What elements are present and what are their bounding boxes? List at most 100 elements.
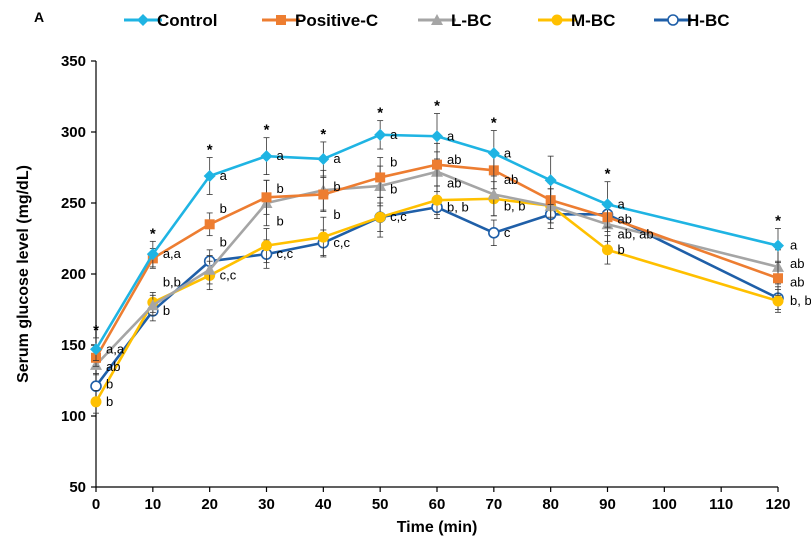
annotation-label: b xyxy=(333,207,340,222)
y-tick-label: 300 xyxy=(61,124,86,141)
legend-marker xyxy=(137,14,149,26)
data-point xyxy=(375,172,386,183)
data-point xyxy=(601,198,614,211)
significance-mark: * xyxy=(93,322,99,339)
annotation-label: a xyxy=(390,127,398,142)
x-ticks: 0 10 20 30 40 50 60 70 80 90 100 110 120 xyxy=(92,487,791,513)
data-point xyxy=(772,239,784,252)
data-point xyxy=(146,299,159,311)
significance-mark: * xyxy=(377,105,383,122)
annotation-label: b xyxy=(106,394,113,409)
x-tick-label: 60 xyxy=(429,496,446,513)
annotation-label: b xyxy=(333,179,340,194)
annotation-label: b xyxy=(277,213,284,228)
x-tick-label: 80 xyxy=(542,496,559,513)
annotation-label: b xyxy=(106,376,113,391)
annotation-label: b xyxy=(390,182,397,197)
significance-mark: * xyxy=(264,122,270,139)
y-axis-label: Serum glucose level (mg/dL) xyxy=(15,165,32,383)
x-tick-label: 110 xyxy=(709,496,733,513)
annotation-label: a xyxy=(618,196,626,211)
data-point xyxy=(90,343,102,356)
data-point xyxy=(146,248,159,261)
data-point xyxy=(204,219,215,230)
y-tick-label: 200 xyxy=(61,266,86,283)
annotation-label: a,a xyxy=(163,246,182,261)
annotation-label: b xyxy=(220,201,227,216)
data-point xyxy=(602,244,613,256)
annotation-label: ab, ab xyxy=(618,227,654,242)
x-tick-label: 30 xyxy=(258,496,275,513)
significance-mark: * xyxy=(775,213,781,230)
data-point xyxy=(261,240,272,252)
annotation-label: b,b xyxy=(163,275,181,290)
significance-mark: * xyxy=(320,126,326,143)
x-tick-label: 90 xyxy=(599,496,616,513)
x-tick-label: 120 xyxy=(765,496,790,513)
annotation-label: b, b xyxy=(447,199,469,214)
data-point xyxy=(317,231,329,243)
data-point xyxy=(203,263,216,275)
series-control xyxy=(90,113,784,362)
annotation-label: a xyxy=(220,168,228,183)
data-point xyxy=(260,150,273,163)
annotation-label: b xyxy=(163,303,170,318)
annotation-label: ab xyxy=(618,212,632,227)
data-point xyxy=(432,159,442,170)
legend-item: H-BC xyxy=(654,11,730,30)
legend-item: M-BC xyxy=(538,11,615,30)
series-positive-c xyxy=(91,142,783,367)
data-point xyxy=(544,174,557,187)
annotation-label: a xyxy=(333,151,341,166)
annotation-label: c,c xyxy=(220,267,237,282)
annotation-label: a xyxy=(277,148,285,163)
significance-mark: * xyxy=(150,225,156,242)
legend-label: H-BC xyxy=(687,11,730,30)
x-tick-label: 10 xyxy=(144,496,161,513)
y-tick-label: 250 xyxy=(61,195,86,212)
annotation-label: b, b xyxy=(504,198,526,213)
annotation-label: c,c xyxy=(390,209,407,224)
annotation-label: a,a xyxy=(106,341,125,356)
annotation-label: b xyxy=(277,181,284,196)
x-tick-label: 70 xyxy=(485,496,502,513)
annotation-label: b, b xyxy=(790,293,811,308)
significance-mark: * xyxy=(491,115,497,132)
y-tick-label: 100 xyxy=(61,408,86,425)
series-layer xyxy=(90,113,784,414)
data-point xyxy=(203,170,216,183)
annotation-label: c xyxy=(504,225,511,240)
annotation-layer: **** ** ****a,aabbba,ab,bbabbc,cabbc,cabbc… xyxy=(93,98,811,409)
x-tick-label: 100 xyxy=(652,496,677,513)
legend-marker xyxy=(431,14,443,25)
data-point xyxy=(773,273,783,284)
series-h-bc xyxy=(90,195,784,398)
annotation-label: ab xyxy=(106,359,120,374)
data-point xyxy=(487,188,500,200)
data-point xyxy=(431,194,443,206)
significance-mark: * xyxy=(207,142,213,159)
annotation-label: ab xyxy=(790,256,804,271)
legend-label: M-BC xyxy=(571,11,615,30)
data-point xyxy=(318,189,329,200)
annotation-label: ab xyxy=(447,176,461,191)
x-tick-label: 40 xyxy=(315,496,332,513)
y-tick-label: 150 xyxy=(61,337,86,354)
y-tick-label: 50 xyxy=(69,479,86,496)
data-point xyxy=(90,380,102,392)
x-axis-label: Time (min) xyxy=(397,519,478,536)
y-tick-label: 350 xyxy=(61,53,86,70)
legend-label: Positive-C xyxy=(295,11,378,30)
annotation-label: a xyxy=(447,128,455,143)
legend-marker xyxy=(276,15,286,25)
legend: Control Positive-C L-BC M-BC H-BC xyxy=(124,11,730,30)
legend-item: Positive-C xyxy=(262,11,378,30)
panel-label: A xyxy=(34,9,44,25)
annotation-label: ab xyxy=(447,152,461,167)
legend-marker xyxy=(667,14,679,26)
data-point xyxy=(772,295,784,307)
data-point xyxy=(488,227,500,239)
significance-mark: * xyxy=(434,98,440,115)
annotation-label: b xyxy=(220,234,227,249)
